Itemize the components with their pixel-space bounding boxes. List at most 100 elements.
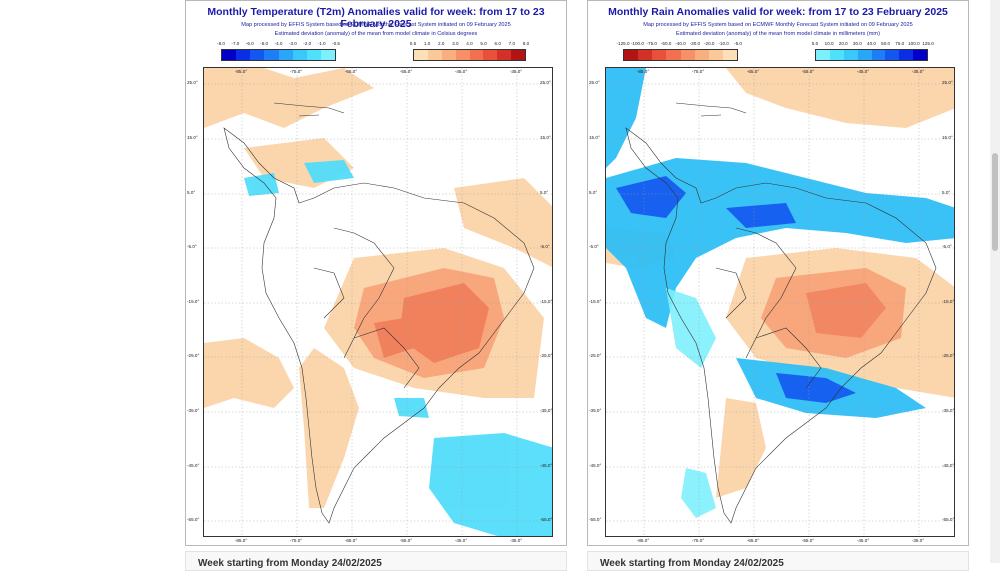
latitude-label: 25.0° (540, 80, 551, 85)
legend-tick-label: 1.0 (423, 41, 431, 46)
legend-tick-label: -50.0 (660, 41, 672, 46)
longitude-label: -75.0° (691, 69, 705, 74)
latitude-label: -5.0° (187, 244, 197, 249)
legend-tick-label: 20.0 (838, 41, 848, 46)
longitude-label: -85.0° (636, 69, 650, 74)
legend-swatch (624, 50, 639, 60)
temperature-map-title: Monthly Temperature (T2m) Anomalies vali… (207, 6, 545, 30)
rain-map-title: Monthly Rain Anomalies valid for week: f… (608, 6, 948, 18)
temperature-anomaly-map (203, 67, 553, 537)
longitude-label: -85.0° (234, 69, 248, 74)
legend-tick-label: 50.0 (881, 41, 891, 46)
legend-swatch (497, 50, 512, 60)
latitude-label: 25.0° (942, 80, 953, 85)
legend-tick-label: -5.0 (734, 41, 742, 46)
latitude-label: -35.0° (589, 408, 602, 413)
latitude-label: -15.0° (540, 299, 553, 304)
latitude-label: -15.0° (942, 299, 955, 304)
temperature-legend-negative: -8.0 -7.0 -6.0 -5.0 -4.0 -3.0 -2.0 -1.0 -0.5 (217, 41, 340, 65)
longitude-label: -35.0° (911, 538, 925, 543)
scrollbar-thumb[interactable] (992, 153, 998, 251)
latitude-label: 25.0° (589, 80, 600, 85)
legend-swatch (857, 50, 872, 60)
latitude-label: -5.0° (589, 244, 599, 249)
legend-swatch (885, 50, 900, 60)
latitude-label: 15.0° (187, 135, 198, 140)
legend-swatch (455, 50, 470, 60)
legend-swatch (694, 50, 709, 60)
legend-swatch (511, 50, 525, 60)
legend-tick-label: 0.5 (409, 41, 417, 46)
legend-tick-label: -1.0 (317, 41, 326, 46)
latitude-label: -15.0° (589, 299, 602, 304)
legend-swatch (250, 50, 265, 60)
longitude-label: -55.0° (801, 69, 815, 74)
longitude-label: -45.0° (856, 69, 870, 74)
legend-swatch (829, 50, 844, 60)
latitude-label: -25.0° (589, 353, 602, 358)
latitude-label: 5.0° (540, 190, 549, 195)
legend-swatch (264, 50, 279, 60)
legend-swatch (414, 50, 428, 60)
page-scrollbar[interactable] (990, 0, 1000, 563)
legend-tick-label: -20.0 (704, 41, 715, 46)
legend-tick-label: 30.0 (852, 41, 862, 46)
legend-swatch (652, 50, 667, 60)
legend-tick-label: -5.0 (260, 41, 269, 46)
longitude-label: -55.0° (399, 538, 413, 543)
legend-tick-label: 40.0 (867, 41, 876, 46)
longitude-label: -75.0° (691, 538, 705, 543)
temperature-map-subtitle: Map processed by EFFIS System based on E… (241, 22, 511, 28)
next-week-card-right: Week starting from Monday 24/02/2025 (587, 551, 969, 571)
legend-swatch (483, 50, 498, 60)
legend-swatch (871, 50, 886, 60)
longitude-label: -65.0° (746, 538, 760, 543)
latitude-label: 15.0° (589, 135, 600, 140)
latitude-label: -25.0° (540, 353, 553, 358)
legend-tick-label: -7.0 (231, 41, 240, 46)
legend-swatch (899, 50, 914, 60)
legend-tick-label: -30.0 (689, 41, 701, 46)
legend-tick-label: 100.0 (908, 41, 920, 46)
latitude-label: 5.0° (187, 190, 196, 195)
legend-tick-label: 7.0 (508, 41, 516, 46)
temperature-legend-positive: 0.5 1.0 2.0 3.0 4.0 5.0 6.0 7.0 8.0 (409, 41, 529, 65)
longitude-label: -75.0° (289, 538, 303, 543)
temperature-map-unit-note: Estimated deviation (anomaly) of the mea… (274, 31, 478, 37)
longitude-label: -75.0° (289, 69, 303, 74)
legend-swatch (638, 50, 653, 60)
legend-swatch (278, 50, 293, 60)
latitude-label: 25.0° (187, 80, 198, 85)
legend-tick-label: -100.0 (630, 41, 644, 46)
longitude-label: -35.0° (911, 69, 925, 74)
rain-anomaly-map (605, 67, 955, 537)
rain-map-subtitle: Map processed by EFFIS System based on E… (643, 22, 913, 28)
latitude-label: -35.0° (942, 408, 955, 413)
legend-tick-label: 3.0 (452, 41, 459, 46)
latitude-label: -45.0° (942, 463, 955, 468)
latitude-label: -45.0° (589, 463, 602, 468)
legend-swatch (427, 50, 442, 60)
latitude-label: -45.0° (187, 463, 200, 468)
latitude-label: -5.0° (942, 244, 952, 249)
legend-tick-label: -10.0 (718, 41, 729, 46)
latitude-label: -5.0° (540, 244, 550, 249)
latitude-label: -45.0° (540, 463, 553, 468)
latitude-label: -25.0° (942, 353, 955, 358)
next-week-card-left: Week starting from Monday 24/02/2025 (185, 551, 567, 571)
latitude-label: -55.0° (942, 517, 955, 522)
legend-swatch (236, 50, 251, 60)
legend-tick-label: 5.0 (811, 41, 819, 46)
longitude-label: -45.0° (454, 538, 468, 543)
longitude-label: -35.0° (509, 69, 523, 74)
legend-tick-label: 4.0 (466, 41, 473, 46)
legend-swatch (913, 50, 927, 60)
longitude-label: -45.0° (856, 538, 870, 543)
legend-tick-label: -75.0 (646, 41, 657, 46)
legend-tick-label: -6.0 (245, 41, 254, 46)
legend-tick-label: -8.0 (217, 41, 225, 46)
longitude-label: -35.0° (509, 538, 523, 543)
legend-tick-label: -0.5 (332, 41, 340, 46)
legend-tick-label: 10.0 (824, 41, 834, 46)
legend-swatch (469, 50, 484, 60)
